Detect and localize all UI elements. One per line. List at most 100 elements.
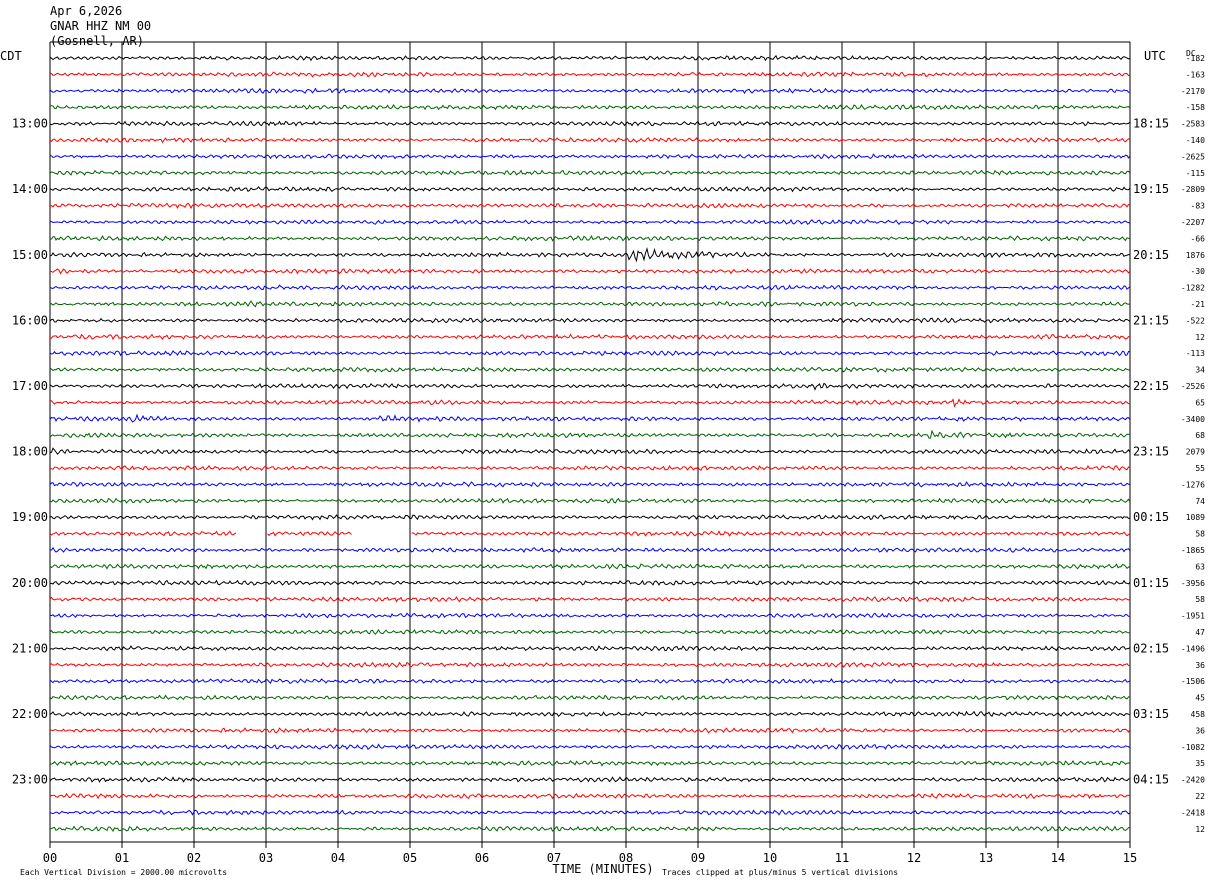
trace-row-2 xyxy=(49,87,1131,95)
trace-row-25 xyxy=(49,464,1131,472)
trace-row-6 xyxy=(49,153,1131,160)
dc-offset-label: 63 xyxy=(1195,562,1205,571)
trace-row-17 xyxy=(49,333,1131,341)
dc-offset-label: -140 xyxy=(1186,136,1205,145)
dc-offset-label: 22 xyxy=(1195,792,1205,801)
utc-hour-label: 21:15 xyxy=(1133,313,1169,327)
trace-row-18 xyxy=(49,350,1131,357)
trace-row-39 xyxy=(49,694,1131,701)
trace-row-0 xyxy=(49,54,1131,62)
trace-row-27 xyxy=(49,497,1131,505)
dc-offset-label: -2625 xyxy=(1181,152,1205,161)
dc-offset-label: -2207 xyxy=(1181,218,1205,227)
dc-offset-label: -3956 xyxy=(1181,579,1205,588)
utc-hour-label: 18:15 xyxy=(1133,117,1169,131)
utc-hour-label: 00:15 xyxy=(1133,510,1169,524)
x-tick-label: 11 xyxy=(835,851,849,865)
trace-row-40 xyxy=(49,710,1131,718)
trace-row-11 xyxy=(49,235,1131,242)
utc-hour-label: 04:15 xyxy=(1133,773,1169,787)
dc-offset-label: -182 xyxy=(1186,54,1205,63)
trace-row-4 xyxy=(49,120,1131,127)
trace-row-23 xyxy=(49,429,1131,439)
trace-row-45 xyxy=(49,792,1131,800)
trace-row-14 xyxy=(49,284,1131,291)
footer-scale-note: Each Vertical Division = 2000.00 microvo… xyxy=(20,868,227,877)
dc-offset-label: -66 xyxy=(1191,234,1206,243)
trace-row-7 xyxy=(49,169,1131,176)
trace-row-33 xyxy=(49,596,1131,603)
dc-offset-label: -1865 xyxy=(1181,546,1205,555)
dc-offset-label: 2079 xyxy=(1186,448,1205,457)
dc-offset-label: 12 xyxy=(1195,825,1205,834)
trace-row-32 xyxy=(49,579,1131,586)
utc-hour-label: 02:15 xyxy=(1133,641,1169,655)
utc-hour-label: 23:15 xyxy=(1133,445,1169,459)
trace-row-1 xyxy=(49,71,1131,78)
dc-offset-label: 58 xyxy=(1195,530,1205,539)
x-tick-label: 06 xyxy=(475,851,489,865)
dc-offset-label: -158 xyxy=(1186,103,1205,112)
trace-row-20 xyxy=(49,382,1131,391)
cdt-hour-label: 17:00 xyxy=(12,379,48,393)
x-tick-label: 08 xyxy=(619,851,633,865)
trace-row-44 xyxy=(49,776,1131,783)
utc-hour-label: 19:15 xyxy=(1133,182,1169,196)
dc-offset-label: 34 xyxy=(1195,366,1205,375)
cdt-hour-label: 13:00 xyxy=(12,117,48,131)
trace-row-42 xyxy=(49,743,1131,750)
cdt-hour-label: 23:00 xyxy=(12,773,48,787)
trace-row-29 xyxy=(49,530,1131,537)
dc-offset-label: -2418 xyxy=(1181,808,1205,817)
trace-row-41 xyxy=(49,727,1131,734)
x-axis-title: TIME (MINUTES) xyxy=(552,862,653,876)
cdt-hour-label: 16:00 xyxy=(12,313,48,327)
station-code: GNAR HHZ NM 00 xyxy=(50,19,152,33)
dc-offset-label: -1276 xyxy=(1181,480,1205,489)
dc-offset-label: -163 xyxy=(1186,70,1205,79)
trace-row-19 xyxy=(49,366,1131,373)
dc-offset-label: -1951 xyxy=(1181,612,1205,621)
dc-offset-label: -1506 xyxy=(1181,677,1205,686)
grid-lines xyxy=(49,41,1131,848)
dc-offset-label: -113 xyxy=(1186,349,1205,358)
axis-labels: 00 01 02 03 04 05 06 07 08 09 10 11 12 13 14 15 -182 -163… xyxy=(0,49,1205,877)
trace-row-30 xyxy=(49,546,1131,553)
cdt-hour-label: 18:00 xyxy=(12,445,48,459)
trace-row-26 xyxy=(49,481,1131,488)
trace-row-43 xyxy=(49,759,1131,767)
station-location: (Gosnell, AR) xyxy=(50,34,144,48)
utc-hour-label: 01:15 xyxy=(1133,576,1169,590)
trace-row-21 xyxy=(49,398,1131,408)
dc-offset-label: -1496 xyxy=(1181,644,1205,653)
trace-row-3 xyxy=(49,104,1131,111)
dc-offset-label: -3400 xyxy=(1181,415,1205,424)
dc-offset-label: -1082 xyxy=(1181,743,1205,752)
dc-offset-label: 36 xyxy=(1195,726,1205,735)
dc-offset-label: 58 xyxy=(1195,595,1205,604)
dc-offset-label: -30 xyxy=(1191,267,1206,276)
trace-row-10 xyxy=(49,218,1131,226)
dc-offset-label: -2809 xyxy=(1181,185,1205,194)
x-tick-label: 12 xyxy=(907,851,921,865)
utc-hour-label: 22:15 xyxy=(1133,379,1169,393)
x-tick-label: 00 xyxy=(43,851,57,865)
left-axis-label: CDT xyxy=(0,49,22,63)
dc-offset-label: -1282 xyxy=(1181,284,1205,293)
seismic-traces xyxy=(49,54,1131,832)
x-tick-label: 04 xyxy=(331,851,345,865)
dc-offset-label: 65 xyxy=(1195,398,1205,407)
x-tick-label: 02 xyxy=(187,851,201,865)
x-tick-label: 09 xyxy=(691,851,705,865)
x-tick-label: 07 xyxy=(547,851,561,865)
dc-offset-label: 12 xyxy=(1195,333,1205,342)
plot-date: Apr 6,2026 xyxy=(50,4,123,18)
dc-offset-label: -21 xyxy=(1191,300,1206,309)
cdt-hour-label: 15:00 xyxy=(12,248,48,262)
dc-offset-label: 55 xyxy=(1195,464,1205,473)
dc-offset-label: -2526 xyxy=(1181,382,1205,391)
dc-offset-label: 36 xyxy=(1195,661,1205,670)
dc-offset-label: 1089 xyxy=(1186,513,1205,522)
dc-offset-label: 47 xyxy=(1195,628,1205,637)
